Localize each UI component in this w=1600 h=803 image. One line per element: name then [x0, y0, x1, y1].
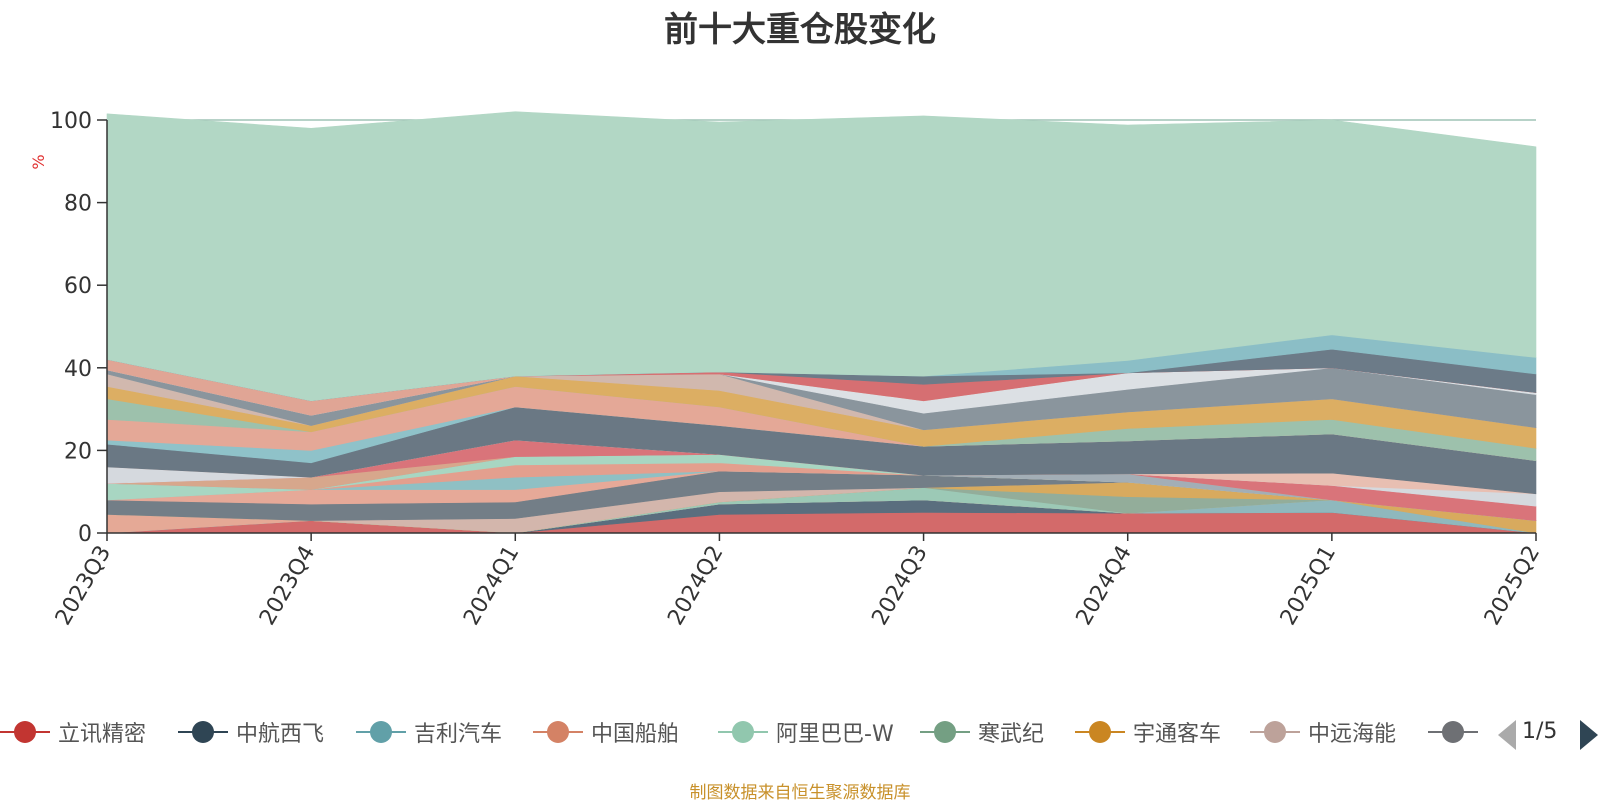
legend-item[interactable]: 阿里巴巴-W	[718, 712, 894, 752]
legend-prev-page-icon[interactable]	[1498, 720, 1516, 750]
legend-item[interactable]: 中远海能	[1250, 712, 1396, 752]
legend-label: 中航西飞	[236, 722, 325, 747]
legend-item[interactable]: 寒武纪	[920, 712, 1044, 752]
legend-label: 立讯精密	[58, 722, 147, 747]
legend-item[interactable]: 立讯精密	[0, 712, 146, 752]
x-tick-label: 2024Q1	[459, 542, 524, 630]
legend-marker-icon	[356, 712, 406, 752]
legend-marker-icon	[1250, 712, 1300, 752]
legend-page-indicator: 1/5	[1522, 719, 1558, 744]
legend-marker-icon	[0, 712, 50, 752]
y-tick-label: 20	[64, 439, 92, 464]
legend-item[interactable]: 宇通客车	[1075, 712, 1221, 752]
y-tick-label: 80	[64, 192, 92, 217]
legend-item[interactable]	[1428, 712, 1478, 752]
x-tick-label: 2025Q2	[1480, 542, 1545, 630]
legend-marker-icon	[718, 712, 768, 752]
x-tick-label: 2023Q4	[255, 542, 320, 630]
y-axis-unit: %	[29, 154, 48, 169]
legend-item[interactable]: 中国船舶	[533, 712, 679, 752]
series-area-series-31	[106, 111, 1537, 402]
x-tick-label: 2024Q2	[663, 542, 728, 630]
legend-label: 中国船舶	[591, 722, 680, 747]
y-tick-label: 0	[78, 522, 92, 547]
legend: 立讯精密 中航西飞 吉利汽车 中国船舶 阿里巴巴-W 寒武纪 宇通客车 中远海能	[0, 712, 1600, 752]
legend-next-page-icon[interactable]	[1580, 720, 1598, 750]
y-tick-label: 60	[64, 274, 92, 299]
legend-marker-icon	[178, 712, 228, 752]
legend-marker-icon	[1075, 712, 1125, 752]
y-tick-label: 100	[50, 109, 92, 134]
legend-label: 吉利汽车	[414, 722, 503, 747]
x-tick-label: 2025Q1	[1276, 542, 1341, 630]
legend-item[interactable]: 吉利汽车	[356, 712, 502, 752]
legend-label: 阿里巴巴-W	[776, 722, 894, 747]
x-tick-label: 2024Q3	[867, 542, 932, 630]
source-note: 制图数据来自恒生聚源数据库	[689, 783, 911, 803]
legend-marker-icon	[533, 712, 583, 752]
legend-marker-icon	[920, 712, 970, 752]
legend-label: 寒武纪	[978, 722, 1045, 747]
x-tick-label: 2023Q3	[51, 542, 116, 630]
legend-marker-icon	[1428, 712, 1478, 752]
x-tick-label: 2024Q4	[1072, 542, 1137, 630]
series-areas	[106, 111, 1537, 534]
legend-label: 中远海能	[1308, 722, 1397, 747]
legend-item[interactable]: 中航西飞	[178, 712, 324, 752]
chart-title: 前十大重仓股变化	[664, 10, 936, 50]
legend-label: 宇通客车	[1133, 722, 1222, 747]
y-tick-label: 40	[64, 357, 92, 382]
